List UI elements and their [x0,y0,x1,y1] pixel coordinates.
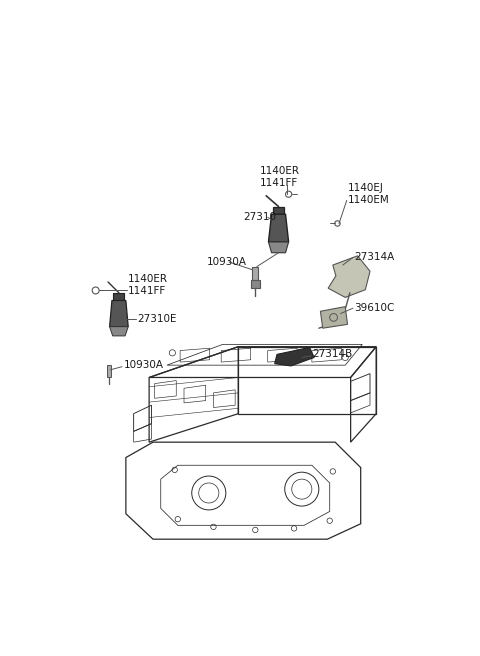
Polygon shape [107,365,111,377]
Text: 10930A: 10930A [123,360,164,370]
Polygon shape [275,348,314,366]
Text: 1140ER
1141FF: 1140ER 1141FF [260,166,300,188]
Polygon shape [113,293,124,300]
Text: 1140ER
1141FF: 1140ER 1141FF [128,274,168,296]
Text: 39610C: 39610C [355,303,395,313]
Polygon shape [268,215,288,242]
Text: 27310E: 27310E [137,314,177,324]
Text: 27314A: 27314A [355,253,395,262]
Polygon shape [252,266,258,281]
Polygon shape [328,256,370,297]
Polygon shape [273,207,284,215]
Polygon shape [109,327,128,336]
Text: 27314B: 27314B [312,350,353,359]
Polygon shape [109,300,128,327]
Text: 1140EJ
1140EM: 1140EJ 1140EM [348,183,390,205]
Text: 27310: 27310 [243,213,276,222]
Text: 10930A: 10930A [207,257,247,267]
Polygon shape [268,242,288,253]
Polygon shape [251,281,260,288]
Polygon shape [321,306,348,328]
